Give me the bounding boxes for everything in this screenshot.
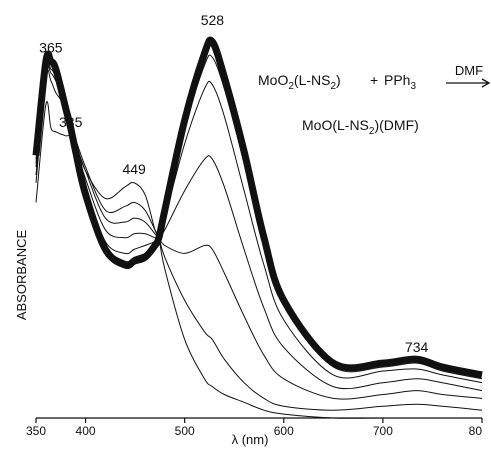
reaction-arrowhead-icon [481,78,491,88]
reaction-product: MoO(L-NS2)(DMF) [302,117,419,137]
reaction-plus: + [370,72,378,88]
peak-label-449: 449 [122,161,146,177]
spectrum-curve-1 [35,101,482,419]
peak-label-385: 385 [59,114,83,130]
x-axis-label: λ (nm) [232,432,269,447]
x-tick-label: 500 [175,424,195,438]
peak-label-528: 528 [201,12,225,28]
spectral-curves-group [32,36,483,419]
reaction-equation: MoO2(L-NS2) + PPh3 DMF MoO(L-NS2)(DMF) [258,63,491,137]
x-tick-label: 600 [274,424,294,438]
x-tick-group: 350 400 500 600 700 80 [26,418,483,438]
x-tick-label: 80 [469,424,483,438]
x-tick-label: 700 [373,424,393,438]
peak-label-734: 734 [405,339,429,355]
reaction-reactant-2: PPh3 [384,72,416,92]
peak-label-group: 365 385 449 528 734 [39,12,428,355]
y-axis-label: ABSORBANCE [14,230,29,321]
x-tick-label: 400 [76,424,96,438]
reaction-arrow-label: DMF [455,63,483,78]
reaction-reactant-1: MoO2(L-NS2) [258,72,341,92]
peak-label-365: 365 [39,39,63,55]
x-tick-label: 350 [26,424,46,438]
spectrum-curve-7 [32,36,483,379]
